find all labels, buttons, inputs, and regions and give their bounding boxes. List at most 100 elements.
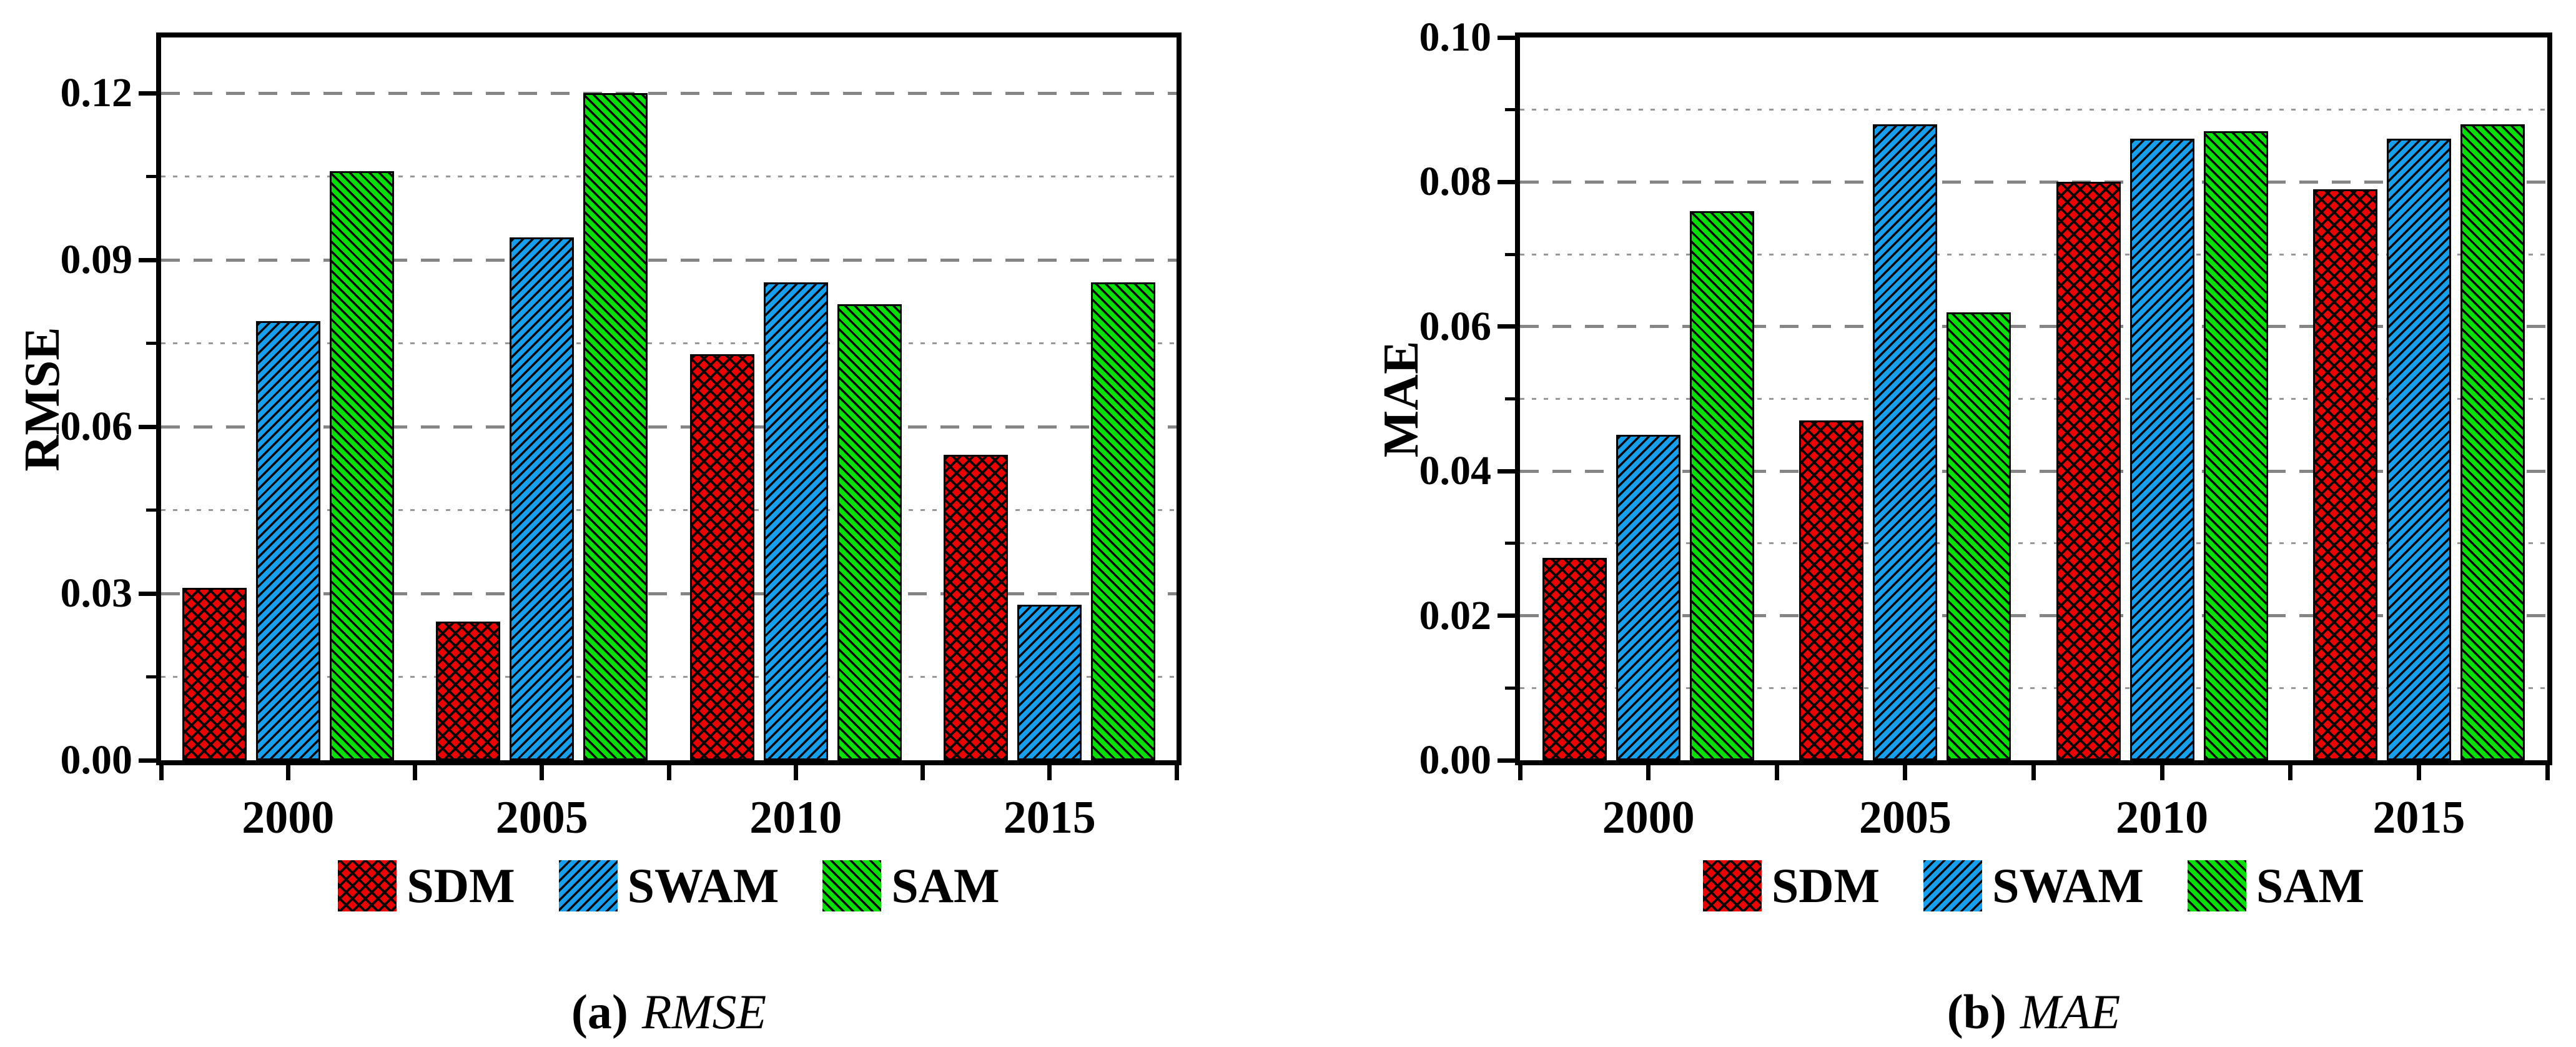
y-tick-minor [1505, 686, 1515, 690]
bar-sdm-2010 [689, 354, 754, 760]
x-tick-major [285, 765, 290, 780]
x-tick-label: 2005 [1858, 792, 1952, 843]
y-tick-major [1498, 613, 1515, 618]
bar-sam-2000 [1690, 211, 1755, 760]
x-tick-label: 2010 [749, 792, 842, 843]
bar-sdm-2015 [2312, 189, 2377, 760]
bar-swam-2000 [1616, 435, 1681, 760]
panel-caption-a: (a) RMSE [156, 984, 1182, 1040]
x-tick-major [1903, 765, 1908, 780]
bar-swam-2005 [510, 237, 575, 760]
bar-sdm-2015 [944, 454, 1009, 760]
bar-sam-2010 [2203, 131, 2268, 760]
bar-sam-2015 [1091, 282, 1156, 760]
legend-item-swam: SWAM [558, 858, 779, 914]
gridline-minor [1520, 687, 2547, 689]
y-tick-label: 0.04 [1419, 448, 1492, 494]
panel-caption-b: (b) MAE [1515, 984, 2552, 1040]
plot-area-rmse [156, 32, 1182, 765]
y-tick-label: 0.00 [1419, 737, 1492, 783]
bar-sdm-2000 [1542, 558, 1607, 760]
bar-swam-2005 [1873, 124, 1938, 760]
y-tick-major [1498, 324, 1515, 329]
bar-sdm-2005 [436, 621, 501, 760]
legend-swatch-sdm [338, 860, 397, 911]
bar-sdm-2000 [182, 588, 247, 760]
caption-index-a: (a) [571, 985, 628, 1039]
bar-swam-2010 [2129, 138, 2194, 760]
y-tick-label: 0.06 [1419, 303, 1492, 349]
y-tick-major [139, 424, 156, 429]
plot-area-mae [1515, 32, 2552, 765]
y-tick-minor [1505, 108, 1515, 112]
x-tick-label: 2000 [242, 792, 335, 843]
x-tick-minor [1174, 765, 1179, 780]
gridline-minor [161, 176, 1177, 177]
y-tick-major [1498, 758, 1515, 763]
x-tick-major [1646, 765, 1651, 780]
legend-label-sam: SAM [891, 858, 1000, 913]
y-tick-label: 0.08 [1419, 159, 1492, 205]
y-tick-major [1498, 469, 1515, 474]
y-tick-label: 0.09 [60, 237, 133, 282]
caption-index-b: (b) [1947, 985, 2007, 1039]
x-tick-minor [2288, 765, 2293, 780]
y-tick-major [1498, 179, 1515, 184]
caption-label-b: MAE [2020, 985, 2121, 1039]
legend-item-swam: SWAM [1923, 858, 2144, 914]
y-tick-minor [146, 509, 156, 512]
bar-sam-2010 [837, 304, 902, 760]
x-tick-major [2416, 765, 2421, 780]
legend-label-swam: SWAM [627, 858, 779, 913]
x-tick-minor [413, 765, 417, 780]
x-tick-minor [666, 765, 671, 780]
legend-item-sdm: SDM [1702, 858, 1880, 914]
legend-swatch-swam [558, 860, 618, 911]
y-tick-label: 0.06 [60, 404, 133, 449]
y-tick-major [139, 91, 156, 96]
x-tick-minor [920, 765, 925, 780]
gridline-major [161, 91, 1177, 95]
legend-swatch-swam [1923, 860, 1983, 911]
x-tick-label: 2000 [1602, 792, 1695, 843]
bar-swam-2000 [255, 320, 320, 760]
legend-mae: SDM SWAM SAM [1515, 858, 2552, 914]
y-tick-major [139, 257, 156, 262]
bar-swam-2015 [1017, 604, 1082, 760]
y-tick-major [1498, 35, 1515, 40]
x-tick-major [793, 765, 798, 780]
gridline-major [161, 425, 1177, 429]
y-tick-label: 0.02 [1419, 592, 1492, 638]
legend-label-sdm: SDM [407, 858, 515, 913]
gridline-minor [161, 342, 1177, 344]
legend-swatch-sam [2187, 860, 2246, 911]
bar-swam-2010 [763, 282, 828, 760]
y-tick-minor [146, 675, 156, 678]
x-tick-minor [1774, 765, 1779, 780]
gridline-minor [1520, 398, 2547, 400]
gridline-minor [161, 509, 1177, 511]
legend-item-sdm: SDM [338, 858, 515, 914]
bar-sam-2000 [329, 171, 394, 760]
bar-sam-2015 [2460, 124, 2525, 760]
x-tick-label: 2015 [2372, 792, 2465, 843]
legend-label-swam: SWAM [1992, 858, 2144, 913]
x-tick-major [1047, 765, 1052, 780]
gridline-minor [1520, 542, 2547, 545]
x-tick-label: 2010 [2116, 792, 2209, 843]
gridline-major [161, 592, 1177, 595]
legend-swatch-sam [822, 860, 882, 911]
y-tick-minor [1505, 252, 1515, 256]
y-tick-label: 0.12 [60, 70, 133, 116]
y-axis-title-mae: MAE [1374, 340, 1429, 457]
gridline-minor [161, 676, 1177, 678]
bar-sdm-2010 [2056, 182, 2121, 760]
gridline-major [161, 258, 1177, 262]
legend-item-sam: SAM [822, 858, 1000, 914]
gridline-minor [1520, 253, 2547, 256]
legend-item-sam: SAM [2187, 858, 2364, 914]
y-tick-label: 0.00 [60, 737, 133, 783]
